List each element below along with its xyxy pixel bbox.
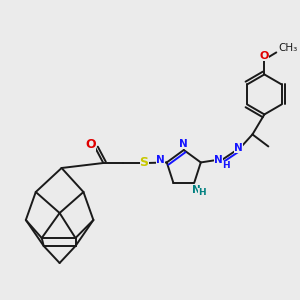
Text: N: N (156, 155, 165, 165)
Text: CH₃: CH₃ (279, 44, 298, 53)
Text: N: N (192, 184, 201, 195)
Text: N: N (179, 139, 188, 149)
Text: N: N (234, 143, 243, 153)
Text: H: H (222, 161, 230, 170)
Text: H: H (198, 188, 206, 197)
Text: O: O (85, 137, 96, 151)
Text: N: N (214, 155, 223, 165)
Text: S: S (140, 157, 148, 169)
Text: O: O (260, 51, 269, 62)
